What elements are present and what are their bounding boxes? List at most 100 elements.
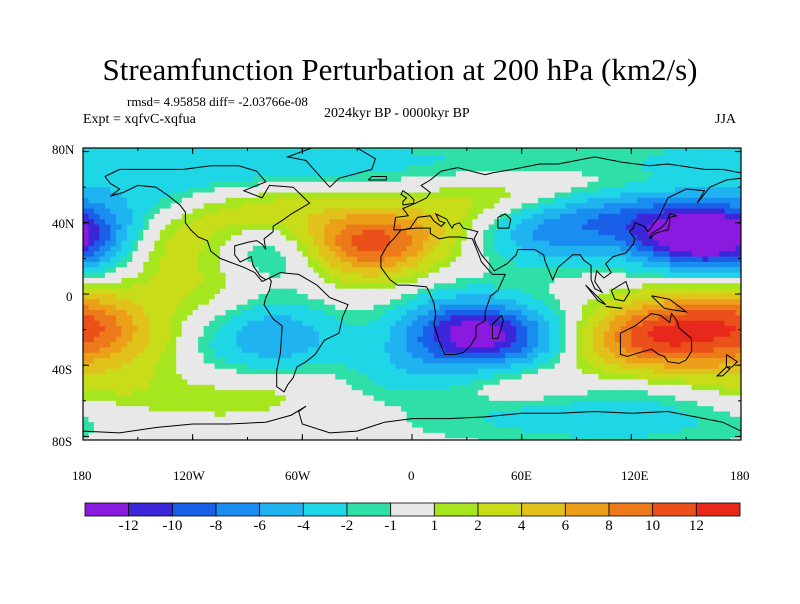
field-cell xyxy=(302,347,309,354)
field-cell xyxy=(395,336,402,343)
field-cell xyxy=(521,192,528,199)
field-cell xyxy=(143,187,150,194)
field-cell xyxy=(466,294,473,300)
field-cell xyxy=(609,331,616,338)
field-cell xyxy=(653,326,660,332)
field-cell xyxy=(516,139,522,145)
field-cell xyxy=(401,149,408,156)
field-cell xyxy=(647,229,654,236)
field-cell xyxy=(614,288,621,295)
field-cell xyxy=(625,304,632,311)
field-cell xyxy=(220,155,227,162)
field-cell xyxy=(220,326,227,332)
field-cell xyxy=(165,267,172,274)
field-cell xyxy=(187,160,194,167)
field-cell xyxy=(603,315,610,322)
field-cell xyxy=(351,181,358,188)
field-cell xyxy=(642,148,649,151)
field-cell xyxy=(198,267,205,274)
field-cell xyxy=(346,155,353,162)
field-cell xyxy=(110,240,117,247)
field-cell xyxy=(538,315,545,322)
field-cell xyxy=(571,336,578,343)
field-cell xyxy=(236,176,243,183)
field-cell xyxy=(494,155,501,162)
field-cell xyxy=(384,320,391,327)
field-cell xyxy=(401,134,407,140)
field-cell xyxy=(318,165,325,172)
field-cell xyxy=(285,197,292,204)
field-cell xyxy=(505,347,512,354)
field-cell xyxy=(274,336,281,343)
field-cell xyxy=(510,347,517,354)
field-cell xyxy=(329,160,336,167)
field-cell xyxy=(357,197,364,204)
field-cell xyxy=(209,240,216,247)
field-cell xyxy=(675,148,682,151)
field-cell xyxy=(505,310,512,316)
field-cell xyxy=(247,277,254,284)
field-cell xyxy=(571,208,578,215)
field-cell xyxy=(719,294,726,300)
field-cell xyxy=(527,149,534,156)
field-cell xyxy=(730,310,737,316)
field-cell xyxy=(576,160,583,167)
field-cell xyxy=(549,203,556,210)
field-cell xyxy=(713,251,720,258)
field-cell xyxy=(104,304,112,311)
field-cell xyxy=(724,245,731,252)
field-cell xyxy=(647,267,654,274)
field-cell xyxy=(121,294,128,300)
field-cell xyxy=(566,134,572,140)
field-cell xyxy=(143,229,150,236)
field-cell xyxy=(488,342,495,349)
field-cell xyxy=(658,192,665,199)
field-cell xyxy=(280,294,287,300)
field-cell xyxy=(329,165,336,172)
field-cell xyxy=(631,294,638,300)
field-cell xyxy=(543,149,550,156)
field-cell xyxy=(203,160,210,167)
field-cell xyxy=(603,294,610,300)
field-cell xyxy=(296,181,303,188)
field-cell xyxy=(538,277,545,284)
field-cell xyxy=(307,288,314,295)
field-cell xyxy=(209,208,216,215)
field-cell xyxy=(538,181,545,188)
field-cell xyxy=(735,299,741,306)
field-cell xyxy=(242,320,249,327)
field-cell xyxy=(724,326,731,332)
field-cell xyxy=(236,277,243,284)
field-cell xyxy=(691,326,698,332)
field-cell xyxy=(93,213,101,220)
field-cell xyxy=(708,277,715,284)
field-cell xyxy=(406,261,413,268)
field-cell xyxy=(669,208,676,215)
field-cell xyxy=(362,229,369,236)
field-cell xyxy=(236,148,243,151)
field-cell xyxy=(330,139,336,145)
field-cell xyxy=(691,331,698,338)
field-cell xyxy=(401,235,408,242)
field-cell xyxy=(313,134,319,140)
field-cell xyxy=(532,245,539,252)
field-cell xyxy=(625,251,632,258)
field-cell xyxy=(242,261,249,268)
field-cell xyxy=(258,139,264,145)
field-cell xyxy=(214,315,221,322)
field-cell xyxy=(192,320,199,327)
field-cell xyxy=(592,213,600,220)
field-cell xyxy=(702,299,709,306)
field-cell xyxy=(417,224,424,231)
field-cell xyxy=(576,261,583,268)
field-cell xyxy=(340,336,347,343)
field-cell xyxy=(450,315,457,322)
field-cell xyxy=(494,240,501,247)
field-cell xyxy=(444,315,451,322)
field-cell xyxy=(335,134,341,140)
field-cell xyxy=(719,245,726,252)
field-cell xyxy=(587,208,594,215)
field-cell xyxy=(499,197,506,204)
field-cell xyxy=(335,310,342,316)
field-cell xyxy=(428,235,435,242)
